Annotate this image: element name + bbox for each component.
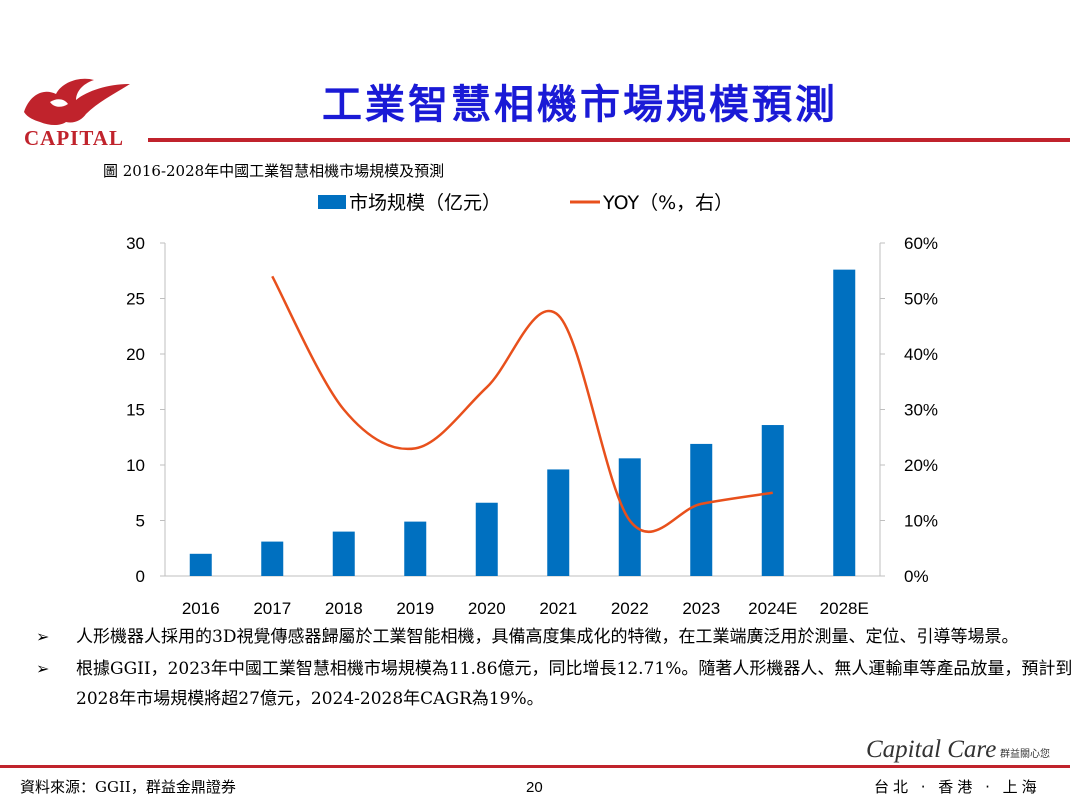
legend-label-line: YOY（%，右） bbox=[602, 192, 733, 214]
y-right-tick-label: 10% bbox=[904, 512, 938, 531]
x-tick-label: 2020 bbox=[468, 599, 506, 618]
y-left-tick-label: 20 bbox=[126, 345, 145, 364]
legend-swatch-bar bbox=[318, 195, 346, 209]
bullet-item: ➢ 根據GGII，2023年中國工業智慧相機市場規模為11.86億元，同比增長1… bbox=[36, 654, 1076, 714]
title-divider bbox=[148, 138, 1070, 142]
x-tick-label: 2024E bbox=[748, 599, 797, 618]
y-left-tick-label: 10 bbox=[126, 456, 145, 475]
y-left-tick-label: 5 bbox=[136, 512, 145, 531]
capital-care-brand: Capital Care bbox=[866, 736, 997, 763]
bar bbox=[761, 425, 784, 576]
bullet-item: ➢ 人形機器人採用的3D視覺傳感器歸屬於工業智能相機，具備高度集成化的特徵，在工… bbox=[36, 622, 1076, 652]
y-right-tick-label: 60% bbox=[904, 234, 938, 253]
bar bbox=[189, 553, 212, 576]
bar bbox=[261, 541, 284, 576]
office-cities: 台北 · 香港 · 上海 bbox=[874, 778, 1041, 796]
x-tick-label: 2021 bbox=[539, 599, 577, 618]
bullet-list: ➢ 人形機器人採用的3D視覺傳感器歸屬於工業智能相機，具備高度集成化的特徵，在工… bbox=[36, 622, 1076, 716]
x-tick-label: 2022 bbox=[611, 599, 649, 618]
y-right-tick-label: 40% bbox=[904, 345, 938, 364]
x-tick-label: 2023 bbox=[682, 599, 720, 618]
arrow-bullet-icon: ➢ bbox=[36, 659, 50, 678]
bullet-text: 人形機器人採用的3D視覺傳感器歸屬於工業智能相機，具備高度集成化的特徵，在工業端… bbox=[76, 627, 1019, 647]
y-right-tick-label: 20% bbox=[904, 456, 938, 475]
arrow-bullet-icon: ➢ bbox=[36, 627, 50, 646]
page-title: 工業智慧相機市場規模預測 bbox=[322, 81, 838, 128]
x-tick-label: 2028E bbox=[820, 599, 869, 618]
y-left-tick-label: 30 bbox=[126, 234, 145, 253]
bar bbox=[833, 269, 856, 576]
y-left-tick-label: 0 bbox=[136, 567, 145, 586]
bar bbox=[475, 502, 498, 576]
y-right-tick-label: 30% bbox=[904, 401, 938, 420]
y-right-tick-label: 0% bbox=[904, 567, 929, 586]
figure-caption: 圖 2016-2028年中國工業智慧相機市場規模及預測 bbox=[103, 162, 445, 180]
y-left-tick-label: 15 bbox=[126, 401, 145, 420]
source-note: 資料來源：GGII，群益金鼎證券 bbox=[20, 778, 236, 796]
y-left-tick-label: 25 bbox=[126, 290, 145, 309]
x-tick-label: 2018 bbox=[325, 599, 363, 618]
eagle-logo-icon bbox=[24, 78, 130, 125]
footer-divider bbox=[0, 765, 1070, 768]
bar bbox=[547, 469, 570, 576]
x-tick-label: 2019 bbox=[396, 599, 434, 618]
bar bbox=[404, 521, 427, 576]
page-number: 20 bbox=[526, 779, 543, 796]
x-tick-label: 2016 bbox=[182, 599, 220, 618]
logo-text: CAPITAL bbox=[24, 126, 124, 150]
yoy-series-line bbox=[271, 275, 773, 534]
bar bbox=[690, 443, 713, 576]
y-right-tick-label: 50% bbox=[904, 290, 938, 309]
capital-care-tagline: 群益關心您 bbox=[1000, 749, 1050, 760]
market-size-chart: 0 5 10 15 20 25 30 0% 10% 20% 30% 40% 50% 60% 2016 2017… bbox=[126, 192, 938, 618]
capital-logo: CAPITAL bbox=[10, 72, 138, 150]
x-tick-label: 2017 bbox=[253, 599, 291, 618]
bar bbox=[332, 531, 355, 576]
bar bbox=[618, 458, 641, 576]
bullet-text: 根據GGII，2023年中國工業智慧相機市場規模為11.86億元，同比增長12.… bbox=[76, 659, 1073, 709]
legend-label-bar: 市场规模（亿元） bbox=[349, 192, 501, 214]
